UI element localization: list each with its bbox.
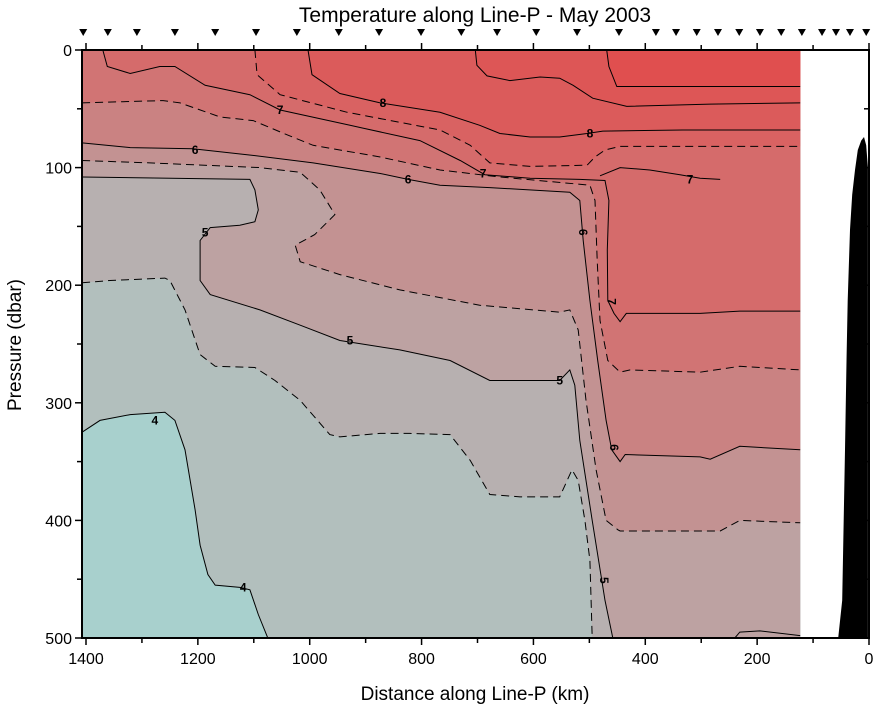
station-marker: [532, 29, 541, 36]
station-marker: [692, 29, 701, 36]
y-tick-label: 300: [45, 396, 72, 413]
contour-line-6-5: [82, 100, 801, 373]
contour-label: 6: [405, 172, 412, 186]
contour-label: 4: [240, 580, 247, 594]
contour-line-4: [82, 411, 269, 638]
contour-label: 6: [192, 143, 199, 157]
bathymetry: [838, 137, 868, 638]
y-tick-label: 0: [63, 43, 72, 60]
station-markers: [79, 29, 871, 36]
contour-line-5-5: [82, 160, 801, 532]
y-tick-label: 400: [45, 513, 72, 530]
y-tick-label: 100: [45, 161, 72, 178]
contour-lines: [82, 50, 801, 638]
station-marker: [170, 29, 179, 36]
station-marker: [292, 29, 301, 36]
station-marker: [755, 29, 764, 36]
contour-label: 6: [607, 444, 621, 451]
x-tick-label: 800: [408, 651, 435, 668]
station-marker: [862, 29, 871, 36]
x-tick-label: 400: [632, 651, 659, 668]
contour-labels: 8 8 7 7 7 7 6 6 6 6 5 5 5 5 4 4: [151, 96, 693, 595]
station-marker: [713, 29, 722, 36]
contour-label: 7: [605, 298, 619, 305]
station-marker: [777, 29, 786, 36]
station-marker: [79, 29, 88, 36]
chart-title: Temperature along Line-P - May 2003: [299, 4, 651, 27]
x-tick-label: 200: [744, 651, 771, 668]
x-axis-label: Distance along Line-P (km): [361, 684, 590, 705]
contour-line-7: [599, 167, 721, 180]
station-marker: [845, 29, 854, 36]
station-marker: [417, 29, 426, 36]
station-marker: [457, 29, 466, 36]
band-above-9: [606, 50, 801, 87]
x-tick-label: 1000: [292, 651, 328, 668]
contour-label: 5: [597, 577, 611, 584]
contour-label: 7: [277, 103, 284, 117]
station-marker: [818, 29, 827, 36]
contour-line-6: [82, 142, 801, 463]
x-tick-label: 1200: [180, 651, 216, 668]
station-marker: [103, 29, 112, 36]
x-tick-label: 600: [520, 651, 547, 668]
axes: 1400 1200 1000 800 600 400 200 0 0 100 200 300 400 50…: [45, 43, 874, 668]
contour-label: 7: [687, 172, 694, 186]
contour-line-7-5: [254, 50, 801, 167]
station-marker: [252, 29, 261, 36]
station-marker: [614, 29, 623, 36]
station-marker: [132, 29, 141, 36]
x-tick-label: 0: [865, 651, 874, 668]
contour-line-5: [734, 630, 801, 638]
contour-label: 5: [347, 333, 354, 347]
contour-label: 4: [151, 413, 158, 427]
contour-fills: [82, 50, 801, 638]
station-marker: [832, 29, 841, 36]
contour-line-5: [82, 176, 614, 638]
station-marker: [211, 29, 220, 36]
y-tick-label: 500: [45, 631, 72, 648]
station-marker: [375, 29, 384, 36]
station-marker: [573, 29, 582, 36]
contour-line-7: [102, 50, 801, 323]
y-tick-label: 200: [45, 278, 72, 295]
x-tick-label: 1400: [68, 651, 104, 668]
contour-line-8: [307, 50, 801, 138]
contour-label: 6: [576, 229, 590, 236]
station-marker: [797, 29, 806, 36]
seafloor-profile: [838, 137, 868, 638]
contour-label: 5: [556, 373, 563, 387]
station-marker: [735, 29, 744, 36]
station-marker: [672, 29, 681, 36]
contour-label: 8: [587, 126, 594, 140]
contour-line-8-5: [474, 50, 801, 107]
contour-label: 8: [380, 96, 387, 110]
contour-label: 5: [202, 225, 209, 239]
station-marker: [493, 29, 502, 36]
y-axis-label: Pressure (dbar): [5, 279, 26, 411]
contour-line-9: [606, 50, 801, 87]
contour-label: 7: [480, 166, 487, 180]
station-marker: [651, 29, 660, 36]
station-marker: [334, 29, 343, 36]
